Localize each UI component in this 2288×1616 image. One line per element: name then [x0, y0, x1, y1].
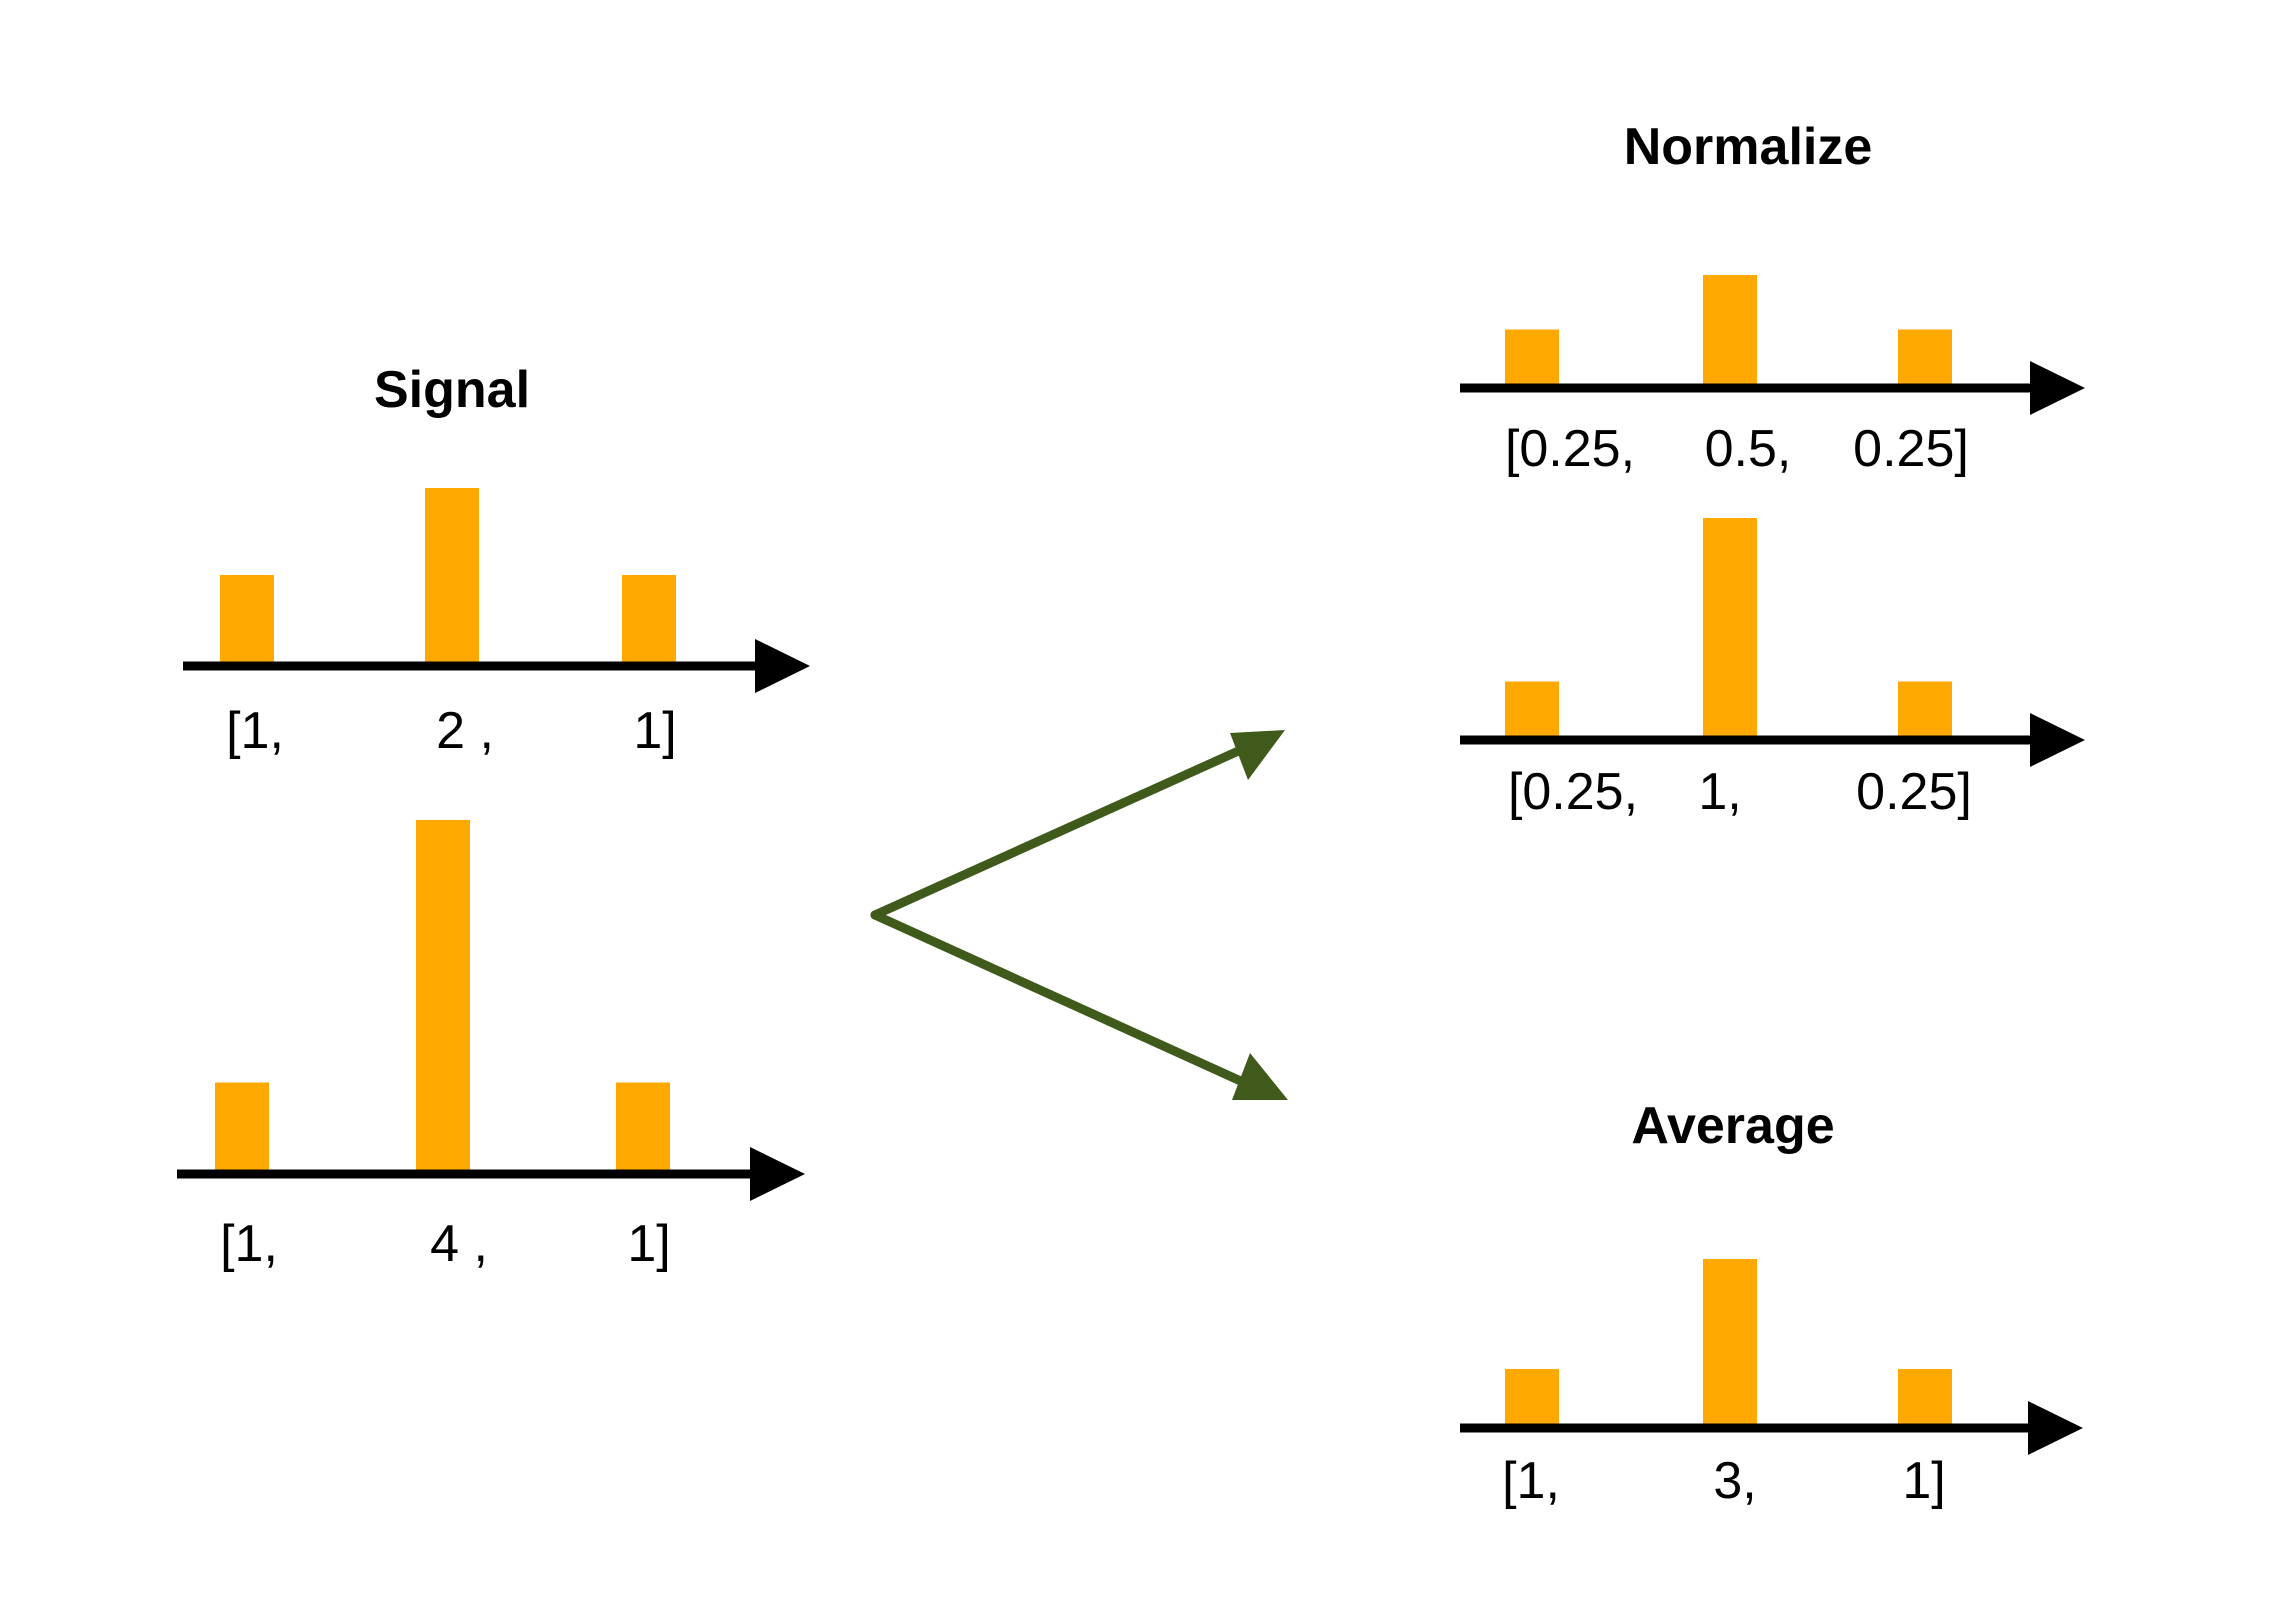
arrow-to-average — [870, 910, 1250, 1088]
value-label: 0.5, — [1705, 420, 1792, 478]
value-label: [0.25, — [1505, 420, 1635, 478]
axis-arrowhead-icon — [2028, 1401, 2083, 1455]
value-label: 3, — [1713, 1452, 1756, 1510]
value-label: [1, — [226, 702, 284, 760]
axis-arrowhead-icon — [750, 1147, 805, 1201]
axis-arrowhead-icon — [2030, 361, 2085, 415]
average-plot: [1, 3, 1] — [1460, 1259, 2083, 1510]
bar — [1703, 518, 1757, 736]
value-label: [1, — [1502, 1452, 1560, 1510]
value-label: 0.25] — [1853, 420, 1969, 478]
signal-plot-bottom: [1, 4 , 1] — [177, 820, 805, 1273]
signal-plot-top: [1, 2 , 1] — [183, 488, 810, 760]
arrow-to-normalize-head-icon — [1230, 730, 1285, 780]
value-label: 1, — [1698, 763, 1741, 821]
branch-connector — [870, 730, 1288, 1100]
normalize-plot-bottom: [0.25, 1, 0.25] — [1460, 518, 2085, 821]
value-label: 4 , — [430, 1215, 488, 1273]
axis-arrowhead-icon — [755, 639, 810, 693]
arrow-to-normalize — [870, 743, 1250, 920]
arrow-to-average-head-icon — [1232, 1053, 1288, 1100]
value-label: [0.25, — [1508, 763, 1638, 821]
value-label: 0.25] — [1856, 763, 1972, 821]
bar — [622, 575, 676, 662]
average-heading: Average — [1631, 1097, 1834, 1155]
normalize-heading: Normalize — [1624, 118, 1873, 176]
bar — [215, 1082, 269, 1170]
bar — [1898, 681, 1952, 736]
value-label: 1] — [1902, 1452, 1945, 1510]
value-label: [1, — [220, 1215, 278, 1273]
bar — [1898, 329, 1952, 384]
axis-arrowhead-icon — [2030, 713, 2085, 767]
value-label: 1] — [627, 1215, 670, 1273]
bar — [1898, 1369, 1952, 1424]
bar — [1505, 329, 1559, 384]
bar — [425, 488, 479, 662]
signal-heading: Signal — [374, 361, 530, 419]
bar — [1703, 1259, 1757, 1424]
bar — [616, 1082, 670, 1170]
value-label: 1] — [633, 702, 676, 760]
bar — [1703, 275, 1757, 384]
bar — [416, 820, 470, 1170]
bar — [1505, 1369, 1559, 1424]
value-label: 2 , — [436, 702, 494, 760]
normalize-plot-top: [0.25, 0.5, 0.25] — [1460, 275, 2085, 478]
bar — [220, 575, 274, 662]
bar — [1505, 681, 1559, 736]
